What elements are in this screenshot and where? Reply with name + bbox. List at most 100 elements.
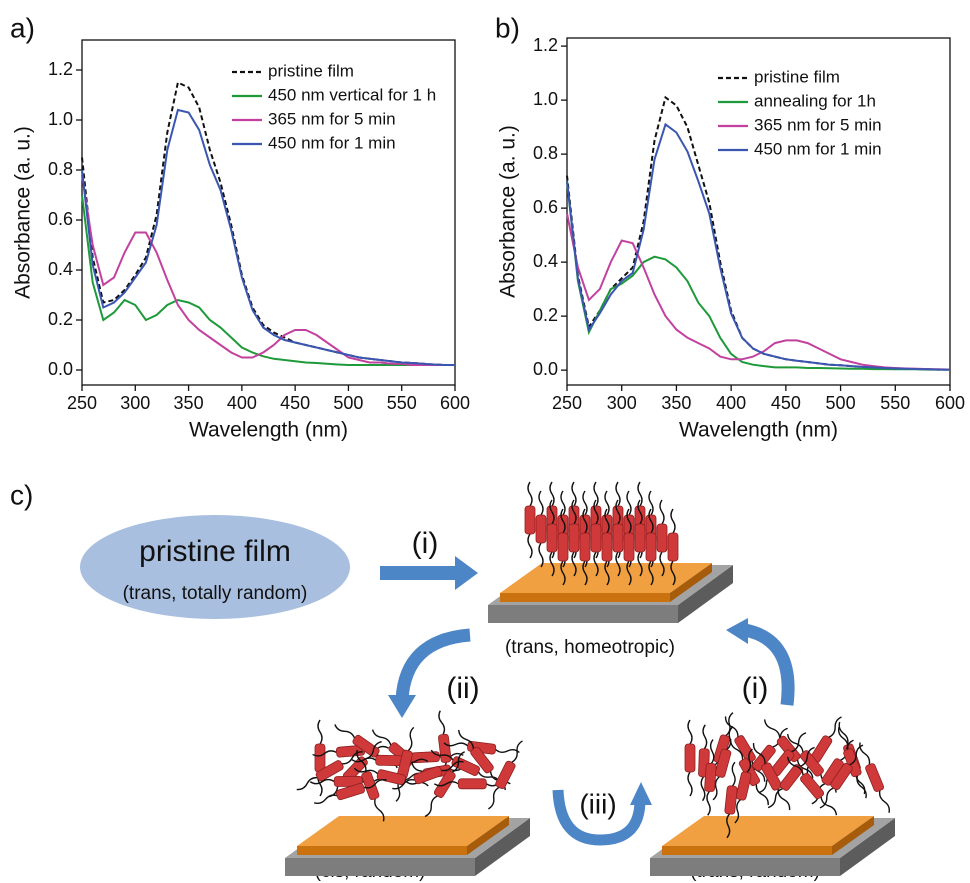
azobenzene-unit (646, 533, 656, 561)
azobenzene-unit (547, 524, 557, 552)
x-tick-label: 350 (174, 393, 204, 413)
state-caption: (trans, homeotropic) (505, 637, 675, 658)
y-tick-label: 1.2 (48, 59, 73, 79)
azobenzene-unit (591, 524, 601, 552)
alkyl-chain (510, 740, 524, 763)
x-tick-label: 500 (826, 393, 856, 413)
step-label: (i) (742, 672, 769, 705)
substrate-front (650, 858, 840, 876)
y-tick-label: 1.2 (533, 35, 558, 55)
alkyl-chain (539, 543, 543, 567)
legend-label: pristine film (754, 67, 840, 86)
legend-label: pristine film (268, 61, 354, 80)
x-tick-label: 250 (552, 393, 582, 413)
alkyl-chain (858, 742, 871, 766)
film-front (297, 846, 467, 855)
alkyl-chain (314, 794, 338, 805)
azobenzene-unit (725, 786, 738, 815)
x-tick-label: 450 (771, 393, 801, 413)
azobenzene-unit (438, 734, 451, 763)
step-label: (ii) (446, 672, 479, 705)
azobenzene-unit (315, 744, 325, 772)
substrate-front (488, 605, 678, 623)
alkyl-chain (318, 720, 322, 744)
x-tick-label: 350 (661, 393, 691, 413)
azobenzene-unit (685, 744, 695, 772)
series-line (567, 97, 950, 369)
y-tick-label: 0.6 (533, 197, 558, 217)
arrow (380, 556, 478, 590)
y-tick-label: 0.2 (533, 305, 558, 325)
step-label: (i) (412, 527, 439, 560)
azobenzene-unit (624, 533, 634, 561)
start-subtitle: (trans, totally random) (123, 583, 308, 604)
alkyl-chain (528, 534, 532, 558)
y-tick-label: 1.0 (533, 89, 558, 109)
x-tick-label: 500 (333, 393, 363, 413)
plot-frame (567, 38, 950, 385)
figure: c) pristine film (trans, totally random)… (0, 0, 970, 883)
x-tick-label: 600 (440, 393, 470, 413)
azobenzene-unit (536, 515, 546, 543)
legend-label: 450 nm for 1 min (268, 133, 396, 152)
x-tick-label: 550 (387, 393, 417, 413)
azobenzene-unit (613, 524, 623, 552)
alkyl-chain (706, 791, 712, 815)
azobenzene-unit (865, 763, 885, 793)
x-tick-label: 400 (716, 393, 746, 413)
substrate-front (285, 858, 475, 876)
x-tick-label: 250 (67, 393, 97, 413)
arrow-head (630, 782, 652, 805)
panel-label: b) (495, 12, 520, 43)
x-axis-title: Wavelength (nm) (679, 419, 838, 442)
alkyl-chain (371, 728, 392, 747)
y-tick-label: 0.6 (48, 209, 73, 229)
alkyl-chain (423, 795, 439, 818)
azobenzene-unit (704, 763, 716, 792)
azobenzene-unit (569, 524, 579, 552)
x-tick-label: 600 (935, 393, 965, 413)
panel-label: c) (10, 479, 33, 510)
y-tick-label: 0.0 (48, 359, 73, 379)
alkyl-chain (438, 710, 445, 734)
y-axis-title: Absorbance (a. u.) (497, 125, 520, 298)
arrow-head (388, 695, 416, 718)
azobenzene-unit (736, 771, 752, 801)
x-tick-label: 400 (227, 393, 257, 413)
series-line (567, 214, 950, 370)
x-tick-label: 550 (880, 393, 910, 413)
alkyl-chain (763, 718, 781, 739)
alkyl-chain (755, 783, 770, 806)
azobenzene-unit (602, 533, 612, 561)
series-line (82, 195, 455, 365)
azobenzene-unit (495, 760, 517, 790)
x-tick-label: 300 (607, 393, 637, 413)
diagram: c) pristine film (trans, totally random)… (10, 479, 895, 882)
azobenzene-unit (657, 524, 667, 552)
start-title: pristine film (139, 535, 291, 568)
alkyl-chain (688, 772, 692, 796)
x-tick-label: 300 (120, 393, 150, 413)
alkyl-chain (688, 720, 692, 744)
alkyl-chain (855, 775, 867, 799)
arrow-head (726, 618, 748, 644)
film-front (500, 593, 670, 602)
y-tick-label: 0.8 (533, 143, 558, 163)
x-axis-title: Wavelength (nm) (189, 419, 348, 442)
alkyl-chain (406, 727, 415, 751)
panel-label: a) (10, 12, 35, 43)
azobenzene-unit (458, 779, 486, 789)
y-tick-label: 0.2 (48, 309, 73, 329)
y-tick-label: 1.0 (48, 109, 73, 129)
legend-label: 365 nm for 5 min (268, 109, 396, 128)
y-tick-label: 0.4 (533, 251, 558, 271)
film-front (662, 846, 832, 855)
legend-label: annealing for 1h (754, 91, 876, 110)
y-tick-label: 0.4 (48, 259, 73, 279)
series-line (567, 124, 950, 369)
alkyl-chain (539, 491, 543, 515)
alkyl-chain (495, 747, 519, 754)
azobenzene-unit (635, 524, 645, 552)
legend-label: 450 nm vertical for 1 h (268, 85, 436, 104)
legend-label: 365 nm for 5 min (754, 115, 882, 134)
